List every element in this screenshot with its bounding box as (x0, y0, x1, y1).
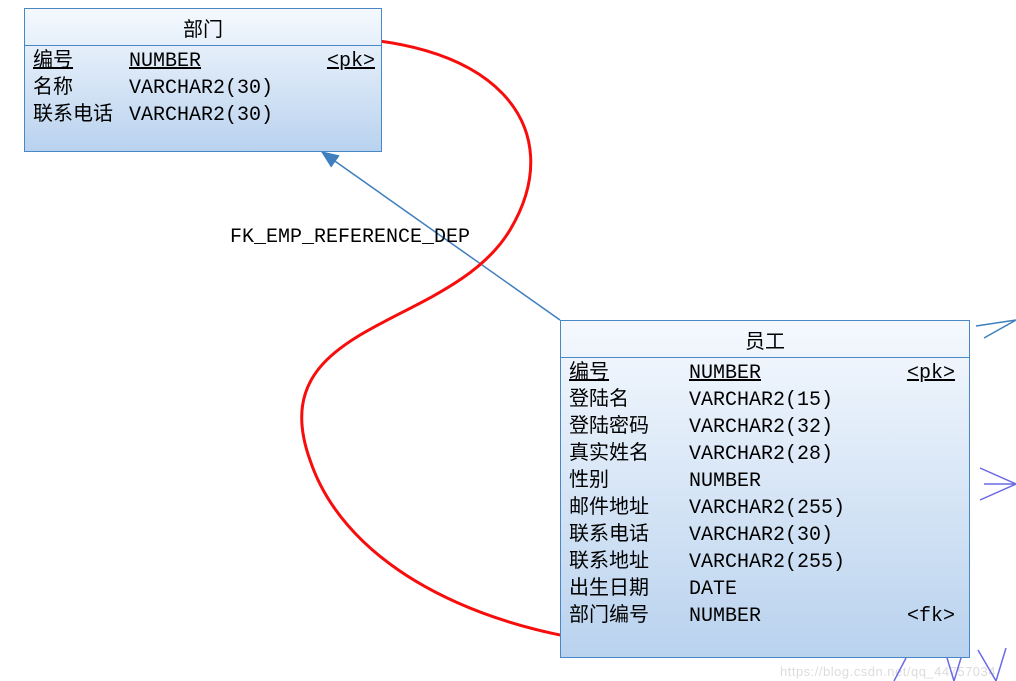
column-key: <pk> (899, 360, 959, 387)
column-name: 联系电话 (569, 522, 689, 549)
column-type: VARCHAR2(30) (129, 102, 319, 129)
column-name: 真实姓名 (569, 441, 689, 468)
entity-employee-title: 员工 (561, 321, 969, 358)
column-type: NUMBER (129, 48, 319, 75)
employee-row: 出生日期DATE (569, 576, 961, 603)
column-name: 性别 (569, 468, 689, 495)
entity-employee-body: 编号NUMBER<pk>登陆名VARCHAR2(15)登陆密码VARCHAR2(… (561, 358, 969, 636)
column-key: <fk> (899, 603, 959, 630)
column-name: 联系电话 (33, 102, 129, 129)
column-type: DATE (689, 576, 899, 603)
relationship-label: FK_EMP_REFERENCE_DEP (230, 226, 470, 249)
employee-row: 部门编号NUMBER<fk> (569, 603, 961, 630)
employee-row: 联系电话VARCHAR2(30) (569, 522, 961, 549)
employee-row: 登陆名VARCHAR2(15) (569, 387, 961, 414)
column-type: VARCHAR2(255) (689, 549, 899, 576)
column-name: 登陆密码 (569, 414, 689, 441)
employee-row: 邮件地址VARCHAR2(255) (569, 495, 961, 522)
column-type: VARCHAR2(255) (689, 495, 899, 522)
column-name: 编号 (33, 48, 129, 75)
employee-row: 真实姓名VARCHAR2(28) (569, 441, 961, 468)
column-type: VARCHAR2(30) (689, 522, 899, 549)
entity-department: 部门 编号NUMBER<pk>名称VARCHAR2(30)联系电话VARCHAR… (24, 8, 382, 152)
column-name: 登陆名 (569, 387, 689, 414)
column-type: VARCHAR2(15) (689, 387, 899, 414)
employee-row: 性别NUMBER (569, 468, 961, 495)
entity-department-body: 编号NUMBER<pk>名称VARCHAR2(30)联系电话VARCHAR2(3… (25, 46, 381, 135)
column-name: 出生日期 (569, 576, 689, 603)
column-type: VARCHAR2(30) (129, 75, 319, 102)
er-diagram: 部门 编号NUMBER<pk>名称VARCHAR2(30)联系电话VARCHAR… (0, 0, 1016, 681)
department-row: 名称VARCHAR2(30) (33, 75, 373, 102)
column-name: 部门编号 (569, 603, 689, 630)
column-type: NUMBER (689, 603, 899, 630)
column-key: <pk> (319, 48, 379, 75)
employee-row: 登陆密码VARCHAR2(32) (569, 414, 961, 441)
column-name: 联系地址 (569, 549, 689, 576)
column-name: 邮件地址 (569, 495, 689, 522)
entity-employee: 员工 编号NUMBER<pk>登陆名VARCHAR2(15)登陆密码VARCHA… (560, 320, 970, 658)
column-type: NUMBER (689, 360, 899, 387)
column-type: NUMBER (689, 468, 899, 495)
employee-row: 编号NUMBER<pk> (569, 360, 961, 387)
watermark: https://blog.csdn.net/qq_44757034 (780, 664, 996, 679)
column-name: 编号 (569, 360, 689, 387)
department-row: 编号NUMBER<pk> (33, 48, 373, 75)
decorative-arrow (976, 320, 1016, 338)
department-row: 联系电话VARCHAR2(30) (33, 102, 373, 129)
column-type: VARCHAR2(32) (689, 414, 899, 441)
column-name: 名称 (33, 75, 129, 102)
entity-department-title: 部门 (25, 9, 381, 46)
decorative-arrow (980, 468, 1016, 500)
employee-row: 联系地址VARCHAR2(255) (569, 549, 961, 576)
column-type: VARCHAR2(28) (689, 441, 899, 468)
